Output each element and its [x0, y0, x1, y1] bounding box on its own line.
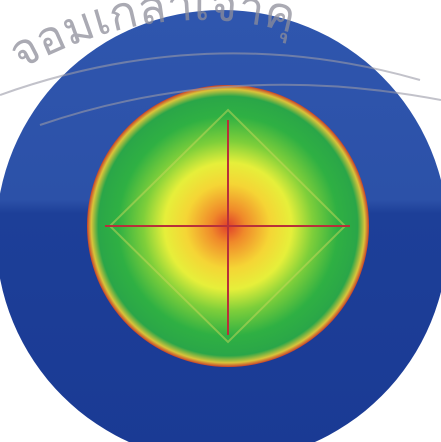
watermark-arcs: [0, 52, 441, 126]
crosshair: [105, 120, 350, 335]
diamond-lines: [108, 108, 347, 344]
